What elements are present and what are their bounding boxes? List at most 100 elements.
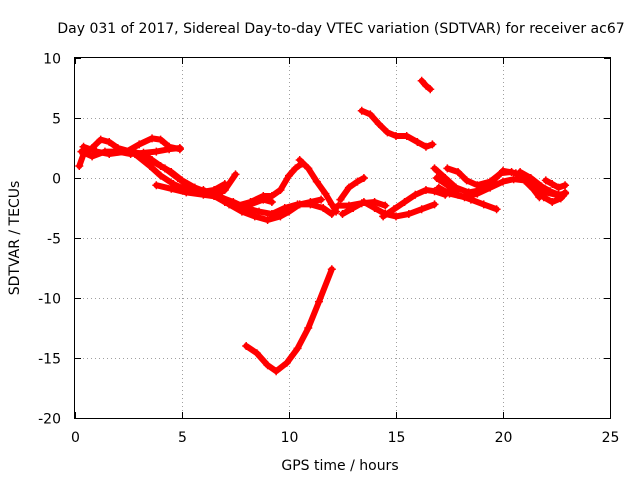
data-point	[473, 181, 482, 190]
data-point	[156, 171, 165, 180]
data-point	[421, 142, 430, 151]
data-point	[417, 76, 426, 85]
grid-lines	[75, 58, 610, 418]
data-point	[291, 164, 300, 173]
data-point	[263, 216, 272, 224]
data-point	[306, 198, 315, 206]
y-tick-label: 5	[52, 112, 61, 128]
data-point	[421, 186, 430, 194]
data-point	[79, 142, 88, 151]
data-point	[344, 201, 353, 210]
data-point	[160, 164, 169, 173]
data-point	[92, 147, 101, 156]
data-point	[537, 182, 546, 191]
data-point	[282, 358, 291, 367]
data-point	[554, 183, 563, 192]
x-tick-label: 0	[71, 430, 80, 446]
data-point	[548, 180, 557, 188]
data-point	[338, 210, 347, 218]
data-point	[77, 147, 86, 156]
data-point	[507, 168, 516, 176]
data-point	[332, 207, 341, 216]
data-point	[430, 164, 439, 173]
series-arc-24	[541, 176, 570, 192]
data-point	[400, 198, 409, 206]
data-point	[473, 189, 482, 198]
data-point	[379, 212, 388, 221]
data-point	[389, 205, 398, 214]
data-point	[314, 297, 323, 306]
data-point	[152, 147, 161, 156]
data-point	[541, 176, 550, 185]
data-point	[259, 195, 268, 204]
series-arc-14	[334, 198, 390, 210]
data-point	[383, 128, 392, 137]
data-point	[539, 193, 548, 202]
data-point	[276, 212, 285, 221]
data-point	[381, 201, 390, 210]
data-point	[546, 187, 555, 196]
y-tick-label: -10	[38, 292, 61, 308]
data-point	[233, 204, 242, 212]
data-point	[492, 205, 501, 214]
data-point	[428, 140, 437, 149]
data-point	[272, 367, 281, 376]
data-point	[327, 265, 336, 274]
data-point	[75, 162, 84, 170]
data-point	[312, 177, 321, 186]
data-point	[327, 200, 336, 209]
data-point	[499, 177, 507, 186]
data-point	[88, 152, 97, 161]
series-arc-10	[295, 156, 341, 216]
data-point	[105, 138, 114, 146]
data-point	[304, 324, 313, 332]
data-point	[334, 201, 343, 210]
data-point	[430, 187, 439, 196]
data-point	[357, 106, 366, 115]
data-point	[220, 180, 229, 188]
series-arc-3	[79, 134, 184, 158]
data-point	[165, 142, 174, 151]
y-tick-label: -5	[47, 232, 61, 248]
data-point	[250, 212, 259, 221]
series-arc-9	[199, 186, 276, 212]
series-trace	[358, 107, 436, 150]
ticks: 0 5 10 15 20 25 -20 -15 -10 -5 0 5 10	[38, 52, 619, 447]
data-point	[561, 181, 570, 190]
data-point	[231, 170, 240, 179]
data-point	[421, 81, 430, 90]
data-point	[336, 195, 345, 204]
series-arc-11	[242, 265, 336, 376]
series-trace	[337, 175, 367, 203]
data-point	[96, 135, 105, 144]
series-arc-12	[338, 198, 439, 221]
data-point	[509, 175, 518, 184]
data-point	[516, 168, 525, 176]
series-arc-15	[379, 186, 450, 221]
data-point	[145, 162, 154, 170]
data-point	[462, 176, 471, 185]
x-axis-label: GPS time / hours	[281, 458, 398, 474]
data-point	[285, 207, 293, 216]
data-point	[135, 140, 144, 149]
data-point	[531, 186, 540, 194]
data-point	[392, 132, 400, 140]
series-arc-13	[336, 174, 368, 204]
data-point	[496, 169, 505, 178]
data-point	[321, 189, 330, 198]
y-tick-label: 0	[52, 172, 61, 188]
data-point	[454, 168, 463, 176]
x-tick-label: 5	[178, 430, 187, 446]
data-point	[460, 193, 469, 202]
data-point	[548, 198, 557, 206]
x-tick-label: 25	[602, 430, 620, 446]
data-point	[139, 148, 148, 157]
data-point	[561, 188, 570, 197]
data-point	[443, 164, 452, 173]
data-point	[374, 120, 383, 128]
data-point	[411, 190, 420, 199]
data-point	[526, 174, 535, 182]
data-point	[319, 204, 328, 212]
series-trace	[243, 266, 335, 375]
x-tick-label: 15	[388, 430, 406, 446]
